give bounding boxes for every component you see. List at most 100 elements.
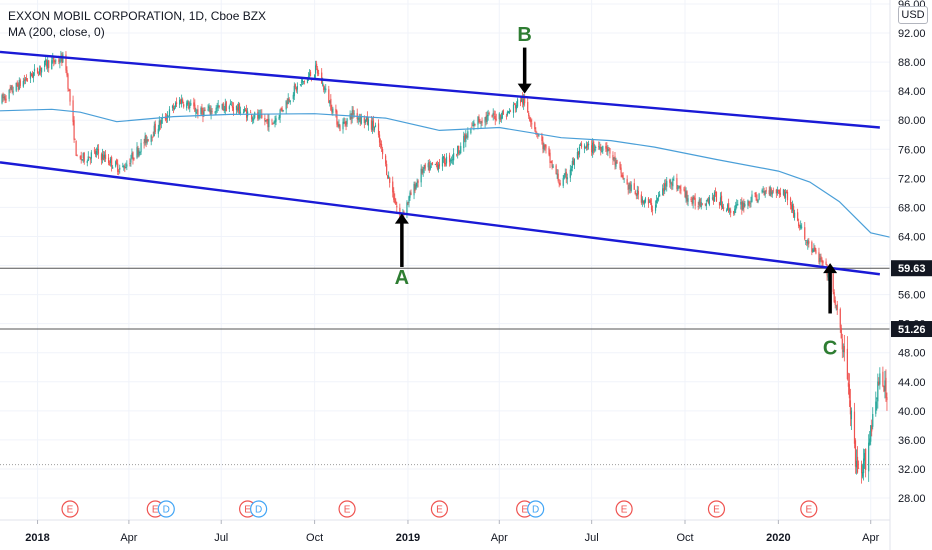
candle-body (672, 178, 674, 187)
moving-average-line (0, 108, 891, 238)
candle-body (643, 200, 646, 204)
candle-body (159, 120, 161, 126)
earnings-badge[interactable]: E (707, 500, 726, 518)
candle-body (730, 210, 732, 213)
candle-body (570, 168, 572, 171)
chart-title: EXXON MOBIL CORPORATION, 1D, Cboe BZX (8, 9, 267, 23)
candle-body (815, 249, 817, 254)
candle-body (389, 177, 391, 183)
earnings-badge[interactable]: E (338, 500, 356, 518)
earnings-badge[interactable]: E (430, 500, 449, 518)
candle-body (474, 123, 476, 126)
earnings-badge[interactable]: E (800, 500, 818, 518)
candle-body (214, 111, 216, 113)
candle-body (872, 413, 874, 427)
candle-body (51, 60, 53, 70)
candle-body (509, 110, 512, 112)
candle-body (797, 212, 799, 221)
candle-body (323, 84, 325, 91)
price-tick-label: 68.00 (898, 202, 926, 214)
candle-body (251, 114, 253, 120)
candle-body (257, 112, 259, 119)
candle-body (735, 204, 737, 211)
candle-body (495, 118, 497, 120)
candle-body (112, 167, 114, 169)
candle-body (388, 175, 390, 178)
candle-body (841, 338, 843, 350)
dividend-badge[interactable]: D (527, 500, 545, 518)
candle-body (527, 101, 529, 113)
candle-body (847, 382, 849, 387)
candle-body (551, 160, 553, 167)
candle-body (265, 120, 267, 121)
price-axis[interactable]: 96.00 92.00 88.00 84.00 80.00 76.00 72.00 68.00… (889, 0, 932, 550)
candle-body (601, 151, 603, 153)
candle-body (413, 183, 415, 196)
candle-body (711, 197, 714, 199)
candle-body (842, 349, 844, 353)
candle-body (53, 57, 55, 63)
dividend-badge[interactable]: D (157, 500, 175, 518)
candle-body (628, 184, 630, 190)
candle-body (584, 146, 587, 148)
candle-body (743, 202, 745, 208)
earnings-badge[interactable]: E (615, 500, 633, 518)
earnings-badge[interactable]: E (61, 500, 79, 518)
annotation-label-a: A (395, 267, 409, 289)
candle-body (770, 188, 772, 195)
candle-body (512, 104, 515, 113)
candle-body (332, 108, 334, 114)
candle-body (318, 73, 320, 75)
candle-body (237, 104, 240, 111)
time-axis[interactable]: 2018 Apr Jul Oct 2019 Apr Jul Oct 2020 Apr (0, 519, 890, 544)
candle-body (285, 100, 287, 110)
candle-body (218, 105, 220, 108)
candle-body (46, 60, 48, 67)
price-tick-label: 84.00 (898, 86, 926, 98)
candle-body (772, 190, 774, 192)
candle-body (564, 173, 566, 176)
candle-body (687, 198, 689, 202)
candle-body (506, 111, 509, 116)
candle-body (350, 115, 352, 120)
candle-body (728, 203, 730, 212)
candle-body (366, 116, 368, 125)
candle-body (505, 115, 507, 117)
candle-body (359, 117, 361, 122)
candle-body (45, 59, 47, 62)
candle-body (648, 201, 651, 203)
dividend-badge[interactable]: D (250, 500, 268, 518)
currency-badge[interactable]: USD (898, 6, 928, 24)
candle-body (377, 123, 380, 135)
candle-body (478, 116, 480, 122)
candle-body (129, 163, 131, 165)
candle-body (477, 116, 479, 125)
badge-letter: E (244, 505, 251, 516)
candle-body (1, 95, 3, 104)
candle-body (819, 257, 821, 262)
candle-body (498, 113, 500, 120)
candle-body (59, 61, 61, 64)
candle-body (197, 109, 199, 115)
indicator-legend[interactable]: MA (200, close, 0) (8, 25, 105, 39)
candle-body (428, 162, 430, 172)
candle-body (303, 81, 306, 82)
candle-body (210, 109, 212, 116)
candle-body (878, 381, 880, 385)
candlestick-series (1, 50, 888, 484)
candle-body (171, 105, 174, 108)
candle-body (541, 134, 543, 141)
badge-letter: E (621, 505, 628, 516)
candle-body (353, 113, 355, 115)
candle-body (714, 192, 717, 193)
candle-body (733, 210, 735, 214)
candle-body (637, 190, 639, 195)
candle-body (850, 410, 853, 420)
candle-body (514, 105, 517, 109)
candle-body (10, 86, 12, 89)
candle-body (409, 192, 411, 198)
candle-body (833, 292, 835, 302)
candle-body (449, 160, 452, 162)
candle-body (275, 118, 277, 122)
